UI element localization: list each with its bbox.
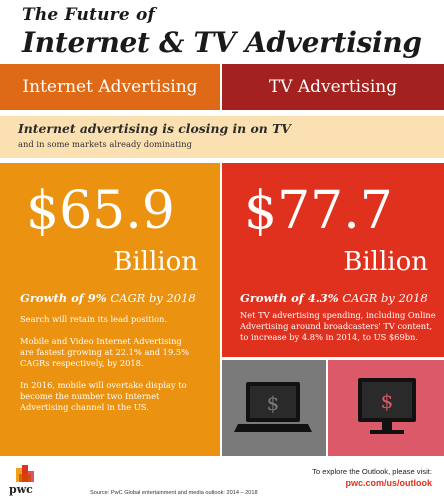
tv-growth: Growth of 4.3% CAGR by 2018 bbox=[240, 291, 428, 305]
explore-text: To explore the Outlook, please visit: bbox=[312, 467, 432, 476]
internet-panel: $65.9 Billion Growth of 9% CAGR by 2018 … bbox=[0, 163, 220, 456]
title-line-1: The Future of bbox=[22, 5, 156, 25]
tv-growth-suffix: CAGR by 2018 bbox=[342, 291, 428, 305]
internet-paragraph-1: Search will retain its lead position. bbox=[20, 314, 168, 324]
internet-growth-suffix: CAGR by 2018 bbox=[110, 291, 196, 305]
internet-paragraph-3: In 2016, mobile will overtake display to… bbox=[20, 380, 187, 412]
tv-icon-box: $ bbox=[328, 360, 444, 456]
internet-growth-prefix: Growth of 9% bbox=[20, 291, 107, 305]
tab-internet-label: Internet Advertising bbox=[22, 77, 198, 97]
banner-subline: and in some markets already dominating bbox=[18, 139, 192, 149]
tv-dollar-glyph: $ bbox=[381, 389, 394, 413]
tv-panel: $77.7 Billion Growth of 4.3% CAGR by 201… bbox=[222, 163, 444, 357]
internet-amount: $65.9 bbox=[26, 181, 175, 241]
laptop-dollar-glyph: $ bbox=[267, 391, 280, 415]
internet-unit: Billion bbox=[113, 247, 198, 277]
tv-paragraph-1: Net TV advertising spending, including O… bbox=[240, 310, 436, 342]
tv-unit: Billion bbox=[343, 247, 428, 277]
outlook-link[interactable]: pwc.com/us/outlook bbox=[345, 478, 432, 488]
tv-amount: $77.7 bbox=[244, 181, 393, 241]
pwc-logo-icon bbox=[16, 465, 34, 482]
internet-paragraph-2: Mobile and Video Internet Advertising ar… bbox=[20, 336, 190, 368]
tv-dollar-icon: $ bbox=[358, 378, 416, 434]
banner-headline: Internet advertising is closing in on TV bbox=[18, 121, 291, 136]
tab-internet-advertising: Internet Advertising bbox=[0, 64, 220, 110]
internet-growth: Growth of 9% CAGR by 2018 bbox=[20, 291, 196, 305]
tab-tv-label: TV Advertising bbox=[268, 77, 398, 97]
laptop-icon-box: $ bbox=[222, 360, 326, 456]
source-note: Source: PwC Global entertainment and med… bbox=[90, 490, 258, 496]
pwc-brand: pwc bbox=[9, 483, 33, 496]
tab-tv-advertising: TV Advertising bbox=[222, 64, 444, 110]
page-title: Internet & TV Advertising bbox=[22, 26, 422, 59]
headline-banner: Internet advertising is closing in on TV… bbox=[0, 116, 444, 158]
laptop-dollar-icon: $ bbox=[234, 382, 312, 432]
tv-growth-prefix: Growth of 4.3% bbox=[240, 291, 339, 305]
